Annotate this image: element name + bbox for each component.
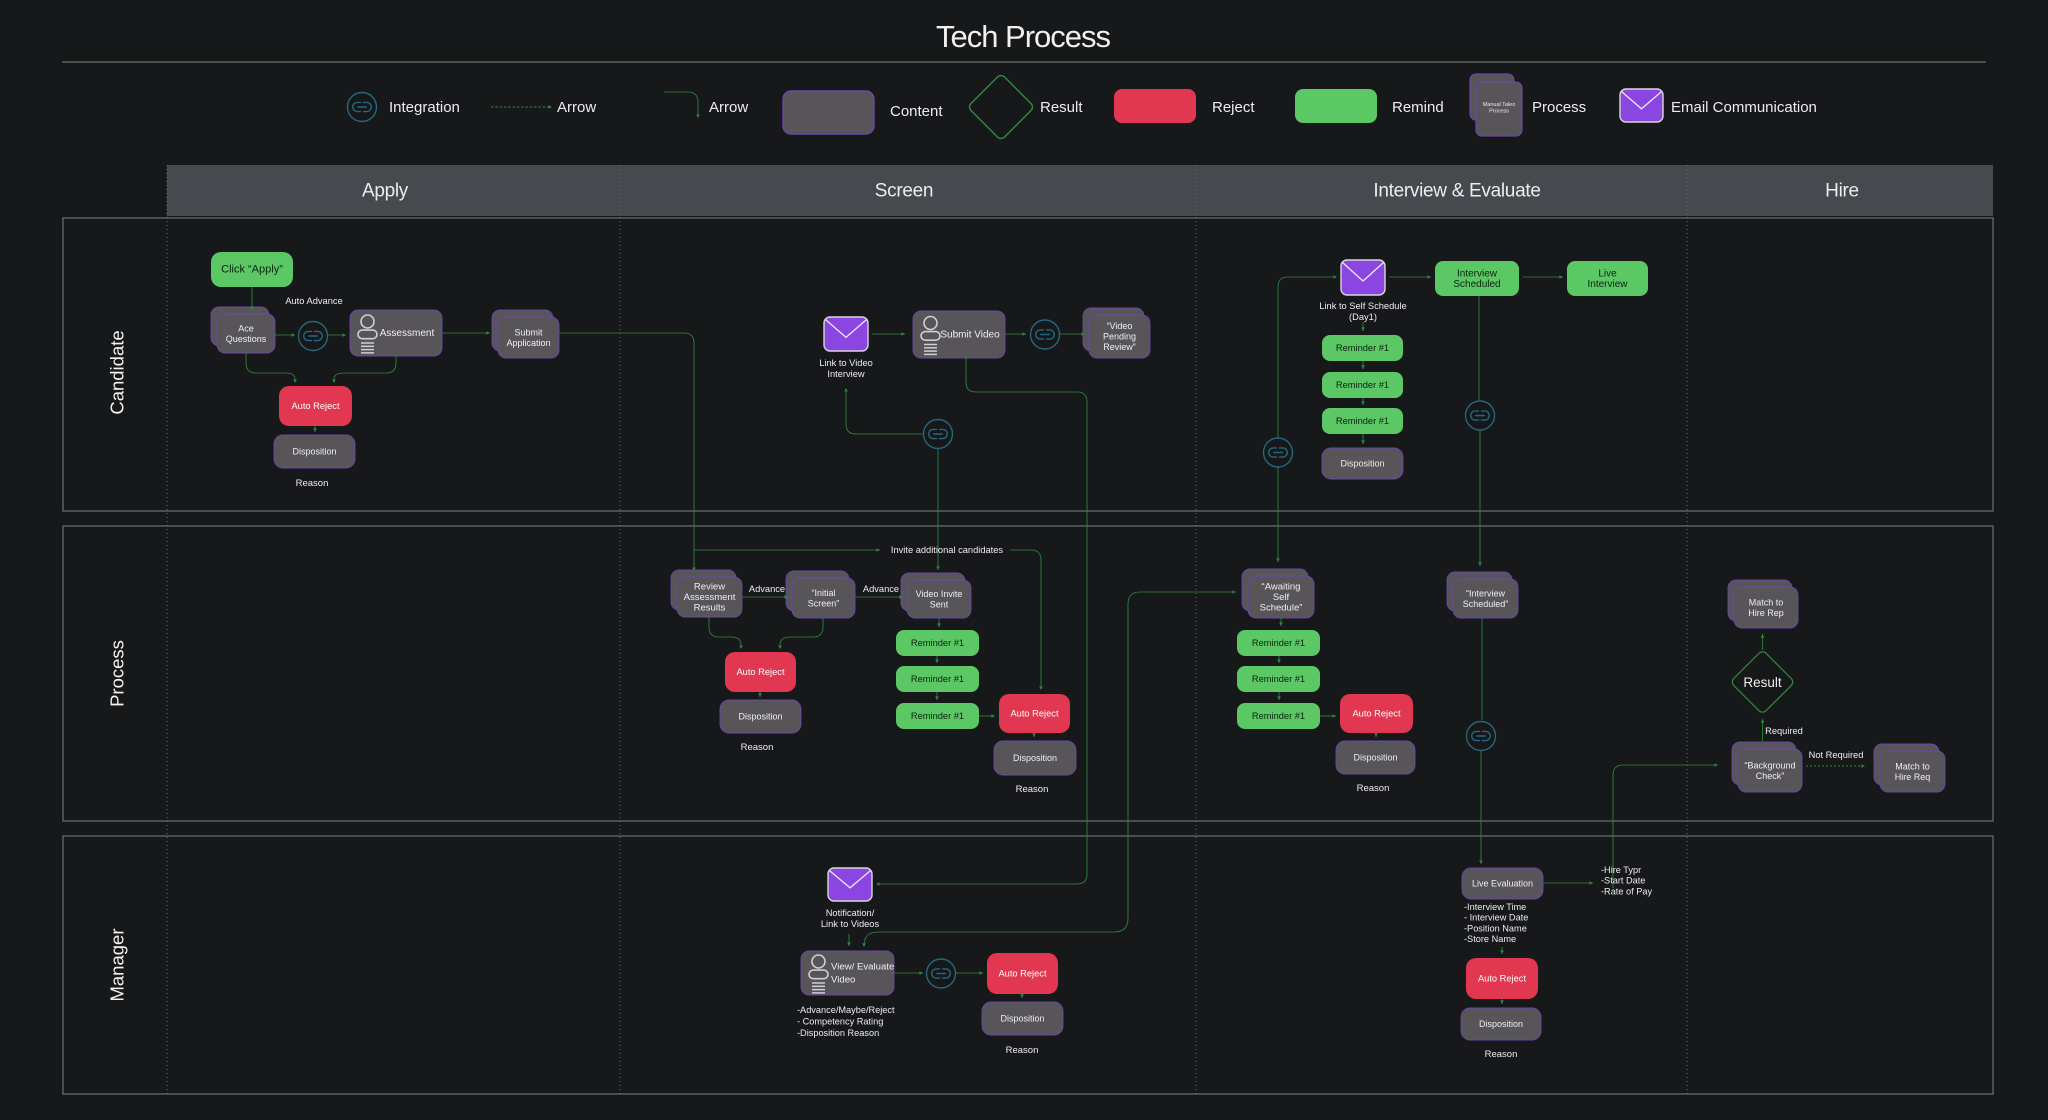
svg-text:Remind: Remind	[1392, 99, 1444, 116]
svg-text:Interview & Evaluate: Interview & Evaluate	[1373, 180, 1540, 201]
svg-text:Link to Self Schedule(Day1): Link to Self Schedule (Day1)	[1319, 301, 1406, 322]
svg-text:Manager: Manager	[107, 928, 128, 1001]
svg-text:Apply: Apply	[362, 180, 409, 201]
svg-text:Assessment: Assessment	[380, 328, 435, 339]
svg-text:Integration: Integration	[389, 99, 460, 116]
svg-text:Advance: Advance	[749, 584, 785, 594]
svg-text:Click “Apply”: Click “Apply”	[221, 264, 283, 276]
svg-text:Result: Result	[1040, 99, 1083, 116]
svg-text:Required: Required	[1765, 726, 1803, 736]
svg-text:Reminder #1: Reminder #1	[1252, 711, 1305, 721]
svg-text:Reminder #1: Reminder #1	[1336, 343, 1389, 353]
svg-text:Disposition: Disposition	[1000, 1014, 1044, 1024]
svg-text:Auto Reject: Auto Reject	[736, 667, 784, 677]
svg-text:Auto Reject: Auto Reject	[998, 969, 1046, 979]
svg-text:-Advance/Maybe/Reject- Compete: -Advance/Maybe/Reject - Competency Rating…	[797, 1005, 895, 1038]
svg-text:Disposition: Disposition	[1353, 753, 1397, 763]
svg-text:Arrow: Arrow	[557, 99, 596, 116]
svg-text:Screen: Screen	[875, 180, 933, 201]
svg-text:Auto Reject: Auto Reject	[1010, 709, 1058, 719]
svg-text:Notification/Link to Videos: Notification/Link to Videos	[821, 908, 880, 929]
svg-text:Reminder #1: Reminder #1	[1336, 380, 1389, 390]
svg-text:Live Evaluation: Live Evaluation	[1472, 879, 1533, 889]
svg-text:Disposition: Disposition	[738, 712, 782, 722]
svg-text:Reject: Reject	[1212, 99, 1255, 116]
svg-text:Submit Video: Submit Video	[940, 329, 1000, 340]
svg-text:-Interview Time- Interview Dat: -Interview Time - Interview Date -Position…	[1464, 902, 1528, 944]
svg-text:Reason: Reason	[1006, 1045, 1039, 1056]
svg-text:Disposition: Disposition	[1340, 459, 1384, 469]
svg-text:Disposition: Disposition	[1013, 753, 1057, 763]
svg-text:Content: Content	[890, 103, 943, 120]
svg-text:Disposition: Disposition	[292, 447, 336, 457]
svg-text:Auto Reject: Auto Reject	[1478, 974, 1526, 984]
svg-text:Reminder #1: Reminder #1	[1252, 638, 1305, 648]
svg-text:Reason: Reason	[1485, 1049, 1518, 1060]
svg-text:Hire: Hire	[1825, 180, 1859, 201]
svg-text:Auto Reject: Auto Reject	[291, 401, 339, 411]
svg-text:Result: Result	[1743, 675, 1782, 690]
svg-text:Reminder #1: Reminder #1	[911, 711, 964, 721]
svg-text:Advance: Advance	[863, 584, 899, 594]
svg-text:Process: Process	[1532, 99, 1586, 116]
svg-text:Auto Reject: Auto Reject	[1352, 709, 1400, 719]
svg-text:Auto Advance: Auto Advance	[285, 296, 342, 306]
svg-text:Arrow: Arrow	[709, 99, 748, 116]
svg-text:Reason: Reason	[296, 478, 329, 489]
svg-text:Reason: Reason	[1016, 784, 1049, 795]
svg-text:Reason: Reason	[1357, 783, 1390, 794]
svg-text:Reminder #1: Reminder #1	[1336, 416, 1389, 426]
svg-text:Reminder #1: Reminder #1	[911, 674, 964, 684]
svg-text:-Hire Typr-Start Date-Rate of: -Hire Typr -Start Date -Rate of Pay	[1601, 865, 1652, 896]
svg-text:Tech Process: Tech Process	[936, 19, 1111, 54]
svg-text:Process: Process	[107, 640, 128, 707]
svg-text:Disposition: Disposition	[1479, 1019, 1523, 1029]
svg-text:Reminder #1: Reminder #1	[911, 638, 964, 648]
svg-text:Reminder #1: Reminder #1	[1252, 674, 1305, 684]
svg-text:Invite additional candidates: Invite additional candidates	[891, 545, 1004, 555]
svg-text:Candidate: Candidate	[107, 330, 128, 414]
svg-text:Reason: Reason	[741, 742, 774, 753]
svg-text:Email Communication: Email Communication	[1671, 99, 1817, 116]
svg-text:Not Required: Not Required	[1809, 750, 1864, 760]
